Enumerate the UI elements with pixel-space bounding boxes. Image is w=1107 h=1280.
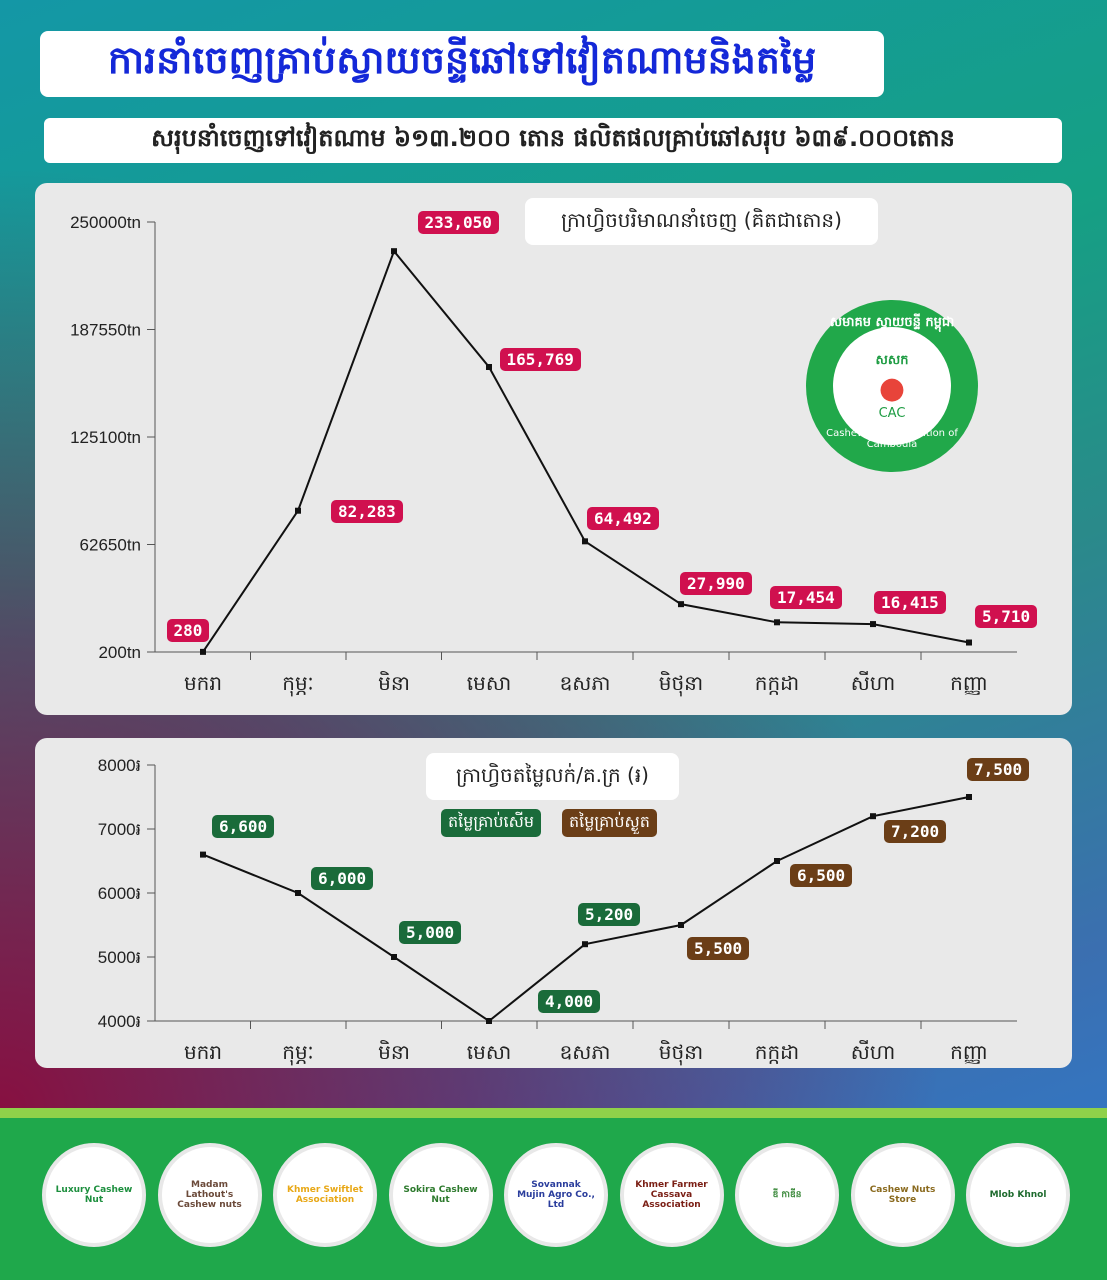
partner-logo: Madam Lathout's Cashew nuts	[157, 1143, 262, 1247]
data-label: 6,500	[790, 863, 853, 887]
data-label: 7,500	[967, 757, 1030, 781]
data-point	[200, 648, 206, 655]
x-tick-label: កុម្ភៈ	[282, 671, 314, 697]
volume-chart: 200tn 62650tn 125100tn 187550tn 250000tn មករា…	[70, 213, 1017, 697]
price-chart-panel: 4000៛ 5000៛ 6000៛ 7000៛ 8000៛មករា កុម្ភៈ មិនា ម…	[35, 738, 1072, 1068]
y-tick-label: 125100tn	[70, 428, 141, 447]
y-tick-label: 5000៛	[98, 948, 141, 967]
cac-logo: សមាគម ស្វាយចន្ទី កម្ពុជា សសក ● CAC Cashe…	[806, 300, 978, 472]
data-point	[966, 794, 972, 800]
x-tick-label: កញ្ញា	[950, 1040, 988, 1064]
volume-chart-title: ក្រាហ្វិចបរិមាណនាំចេញ (គិតជាតោន)	[525, 198, 878, 245]
x-tick-label: កក្កដា	[755, 1040, 799, 1064]
cac-logo-abbr: CAC	[878, 405, 906, 421]
x-tick-label: ឧសភា	[560, 671, 611, 695]
y-tick-label: 250000tn	[70, 213, 141, 232]
partner-logo: Mlob Khnol	[966, 1143, 1070, 1247]
x-tick-label: មិថុនា	[659, 1039, 703, 1066]
data-point	[966, 639, 972, 646]
partner-logo: Cashew Nuts Store	[850, 1143, 955, 1247]
cashew-icon: ●	[878, 370, 906, 406]
partner-logo: Khmer Swiftlet Association	[273, 1143, 377, 1247]
data-label: 27,990	[680, 571, 752, 595]
y-tick-label: 7000៛	[98, 820, 141, 839]
x-tick-label: មិថុនា	[659, 670, 703, 697]
x-tick-label: ឧសភា	[560, 1040, 611, 1064]
y-tick-label: 6000៛	[98, 884, 141, 903]
data-label: 6,000	[311, 866, 374, 890]
y-tick-label: 200tn	[98, 643, 141, 662]
data-point	[391, 954, 397, 960]
data-label: 233,050	[417, 210, 499, 234]
data-point	[774, 858, 780, 864]
x-tick-label: កញ្ញា	[950, 671, 988, 695]
partner-logo: Sokira Cashew Nut	[388, 1143, 493, 1247]
x-tick-label: កុម្ភៈ	[282, 1040, 314, 1066]
y-tick-label: 62650tn	[80, 536, 141, 555]
legend-dry-price: តម្លៃគ្រាប់ស្ងួត	[562, 809, 657, 837]
data-label: 165,769	[499, 348, 581, 372]
cac-logo-ring: Cashew nut Association of Cambodia	[826, 428, 958, 450]
x-tick-label: មករា	[184, 1040, 222, 1064]
data-label: 5,000	[399, 920, 462, 944]
legend-wet-price: តម្លៃគ្រាប់សើម	[441, 809, 542, 837]
cac-logo-abbr-kh: សសក	[875, 352, 909, 368]
page-title: ការនាំចេញគ្រាប់ស្វាយចន្ទីឆៅទៅវៀតណាមនិងតម…	[40, 31, 884, 97]
data-label: 17,454	[770, 585, 842, 609]
y-tick-label: 4000៛	[98, 1012, 141, 1031]
x-tick-label: មេសា	[467, 1040, 511, 1064]
price-chart-title: ក្រាហ្វិចតម្លៃលក់/គ.ក្រ (៛)	[426, 753, 679, 800]
partner-logo: Luxury Cashew Nut	[42, 1143, 146, 1247]
data-label: 6,600	[212, 815, 275, 839]
data-point	[486, 1018, 492, 1024]
volume-chart-panel: 200tn 62650tn 125100tn 187550tn 250000tn មករា…	[35, 183, 1072, 715]
data-point	[678, 922, 684, 928]
data-label: 16,415	[874, 590, 946, 614]
data-point	[582, 941, 588, 948]
data-label: 5,200	[578, 902, 641, 926]
data-point	[295, 890, 301, 896]
data-point	[774, 619, 780, 626]
partner-logo: Sovannak Mujin Agro Co., Ltd	[504, 1143, 608, 1247]
data-point	[200, 851, 206, 858]
footer-divider	[0, 1108, 1107, 1118]
y-tick-label: 187550tn	[70, 321, 141, 340]
x-tick-label: មិនា	[378, 1039, 410, 1064]
x-tick-label: សីហា	[851, 1039, 895, 1064]
x-tick-label: មិនា	[378, 670, 410, 695]
data-label: 4,000	[538, 989, 601, 1013]
data-label: 64,492	[587, 506, 659, 530]
data-point	[295, 507, 301, 514]
x-tick-label: មករា	[184, 671, 222, 695]
partner-logo: ឌី កាឌីន	[735, 1143, 839, 1247]
x-tick-label: សីហា	[851, 670, 895, 695]
data-label: 5,710	[975, 605, 1038, 628]
cac-logo-khmer: សមាគម ស្វាយចន្ទី កម្ពុជា	[829, 315, 955, 330]
data-point	[486, 363, 492, 370]
data-label: 82,283	[331, 500, 403, 524]
data-point	[870, 813, 876, 820]
data-point	[870, 621, 876, 628]
data-point	[582, 538, 588, 545]
y-tick-label: 8000៛	[98, 756, 141, 775]
x-tick-label: កក្កដា	[755, 671, 799, 695]
price-chart: 4000៛ 5000៛ 6000៛ 7000៛ 8000៛មករា កុម្ភៈ មិនា ម…	[98, 756, 1017, 1066]
page-subtitle: សរុបនាំចេញទៅវៀតណាម ៦១៣.២០០ តោន ផលិតផលគ្រ…	[44, 118, 1062, 163]
data-label: 280	[166, 619, 210, 643]
partner-logo: Khmer Farmer Cassava Association	[619, 1143, 724, 1247]
data-label: 7,200	[884, 819, 947, 843]
data-point	[391, 248, 397, 255]
data-point	[678, 601, 684, 608]
data-label: 5,500	[687, 936, 750, 960]
x-tick-label: មេសា	[467, 671, 511, 695]
